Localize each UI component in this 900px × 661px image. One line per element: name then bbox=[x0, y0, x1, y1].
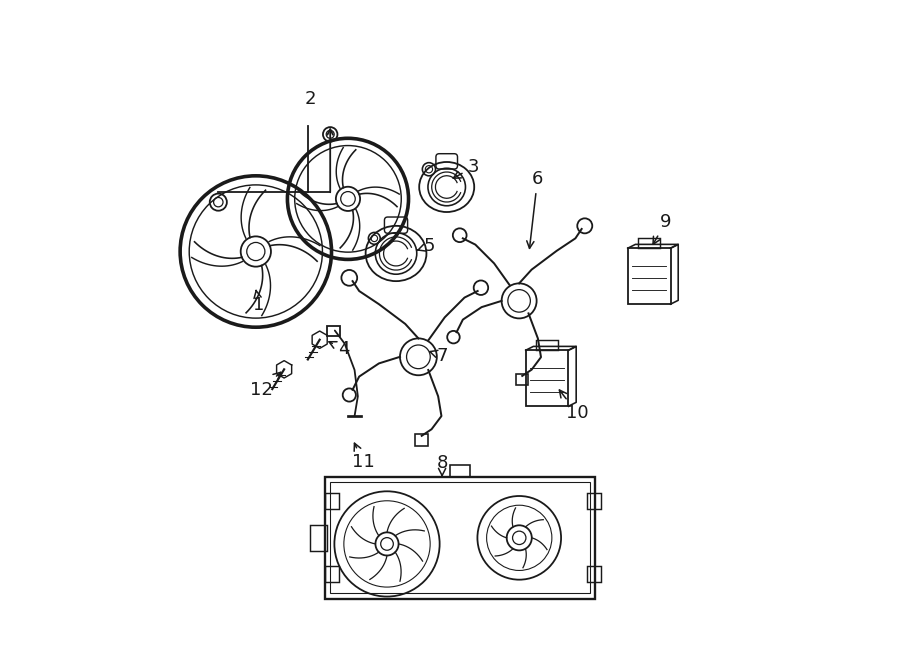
Bar bbox=[325, 477, 595, 599]
Bar bbox=[587, 566, 601, 582]
Bar bbox=[310, 525, 327, 551]
Text: 1: 1 bbox=[254, 290, 265, 315]
Text: 12: 12 bbox=[249, 372, 281, 399]
Bar bbox=[627, 249, 670, 304]
Text: 2: 2 bbox=[305, 90, 316, 108]
Text: 10: 10 bbox=[560, 390, 589, 422]
Bar bbox=[526, 350, 569, 407]
Bar bbox=[325, 493, 339, 509]
Bar bbox=[516, 374, 528, 385]
Bar bbox=[638, 238, 660, 249]
Text: 6: 6 bbox=[526, 170, 544, 249]
Bar bbox=[330, 483, 590, 594]
Text: 3: 3 bbox=[454, 158, 479, 178]
Bar bbox=[450, 465, 470, 477]
Text: 7: 7 bbox=[430, 346, 448, 364]
Text: 8: 8 bbox=[436, 455, 448, 476]
Bar bbox=[587, 493, 601, 509]
Bar bbox=[325, 566, 339, 582]
Bar bbox=[536, 340, 558, 350]
Text: 4: 4 bbox=[329, 340, 349, 358]
Text: 9: 9 bbox=[653, 213, 671, 245]
Bar bbox=[327, 326, 340, 336]
Bar bbox=[415, 434, 428, 446]
Text: 11: 11 bbox=[352, 443, 374, 471]
Text: 5: 5 bbox=[418, 237, 435, 255]
